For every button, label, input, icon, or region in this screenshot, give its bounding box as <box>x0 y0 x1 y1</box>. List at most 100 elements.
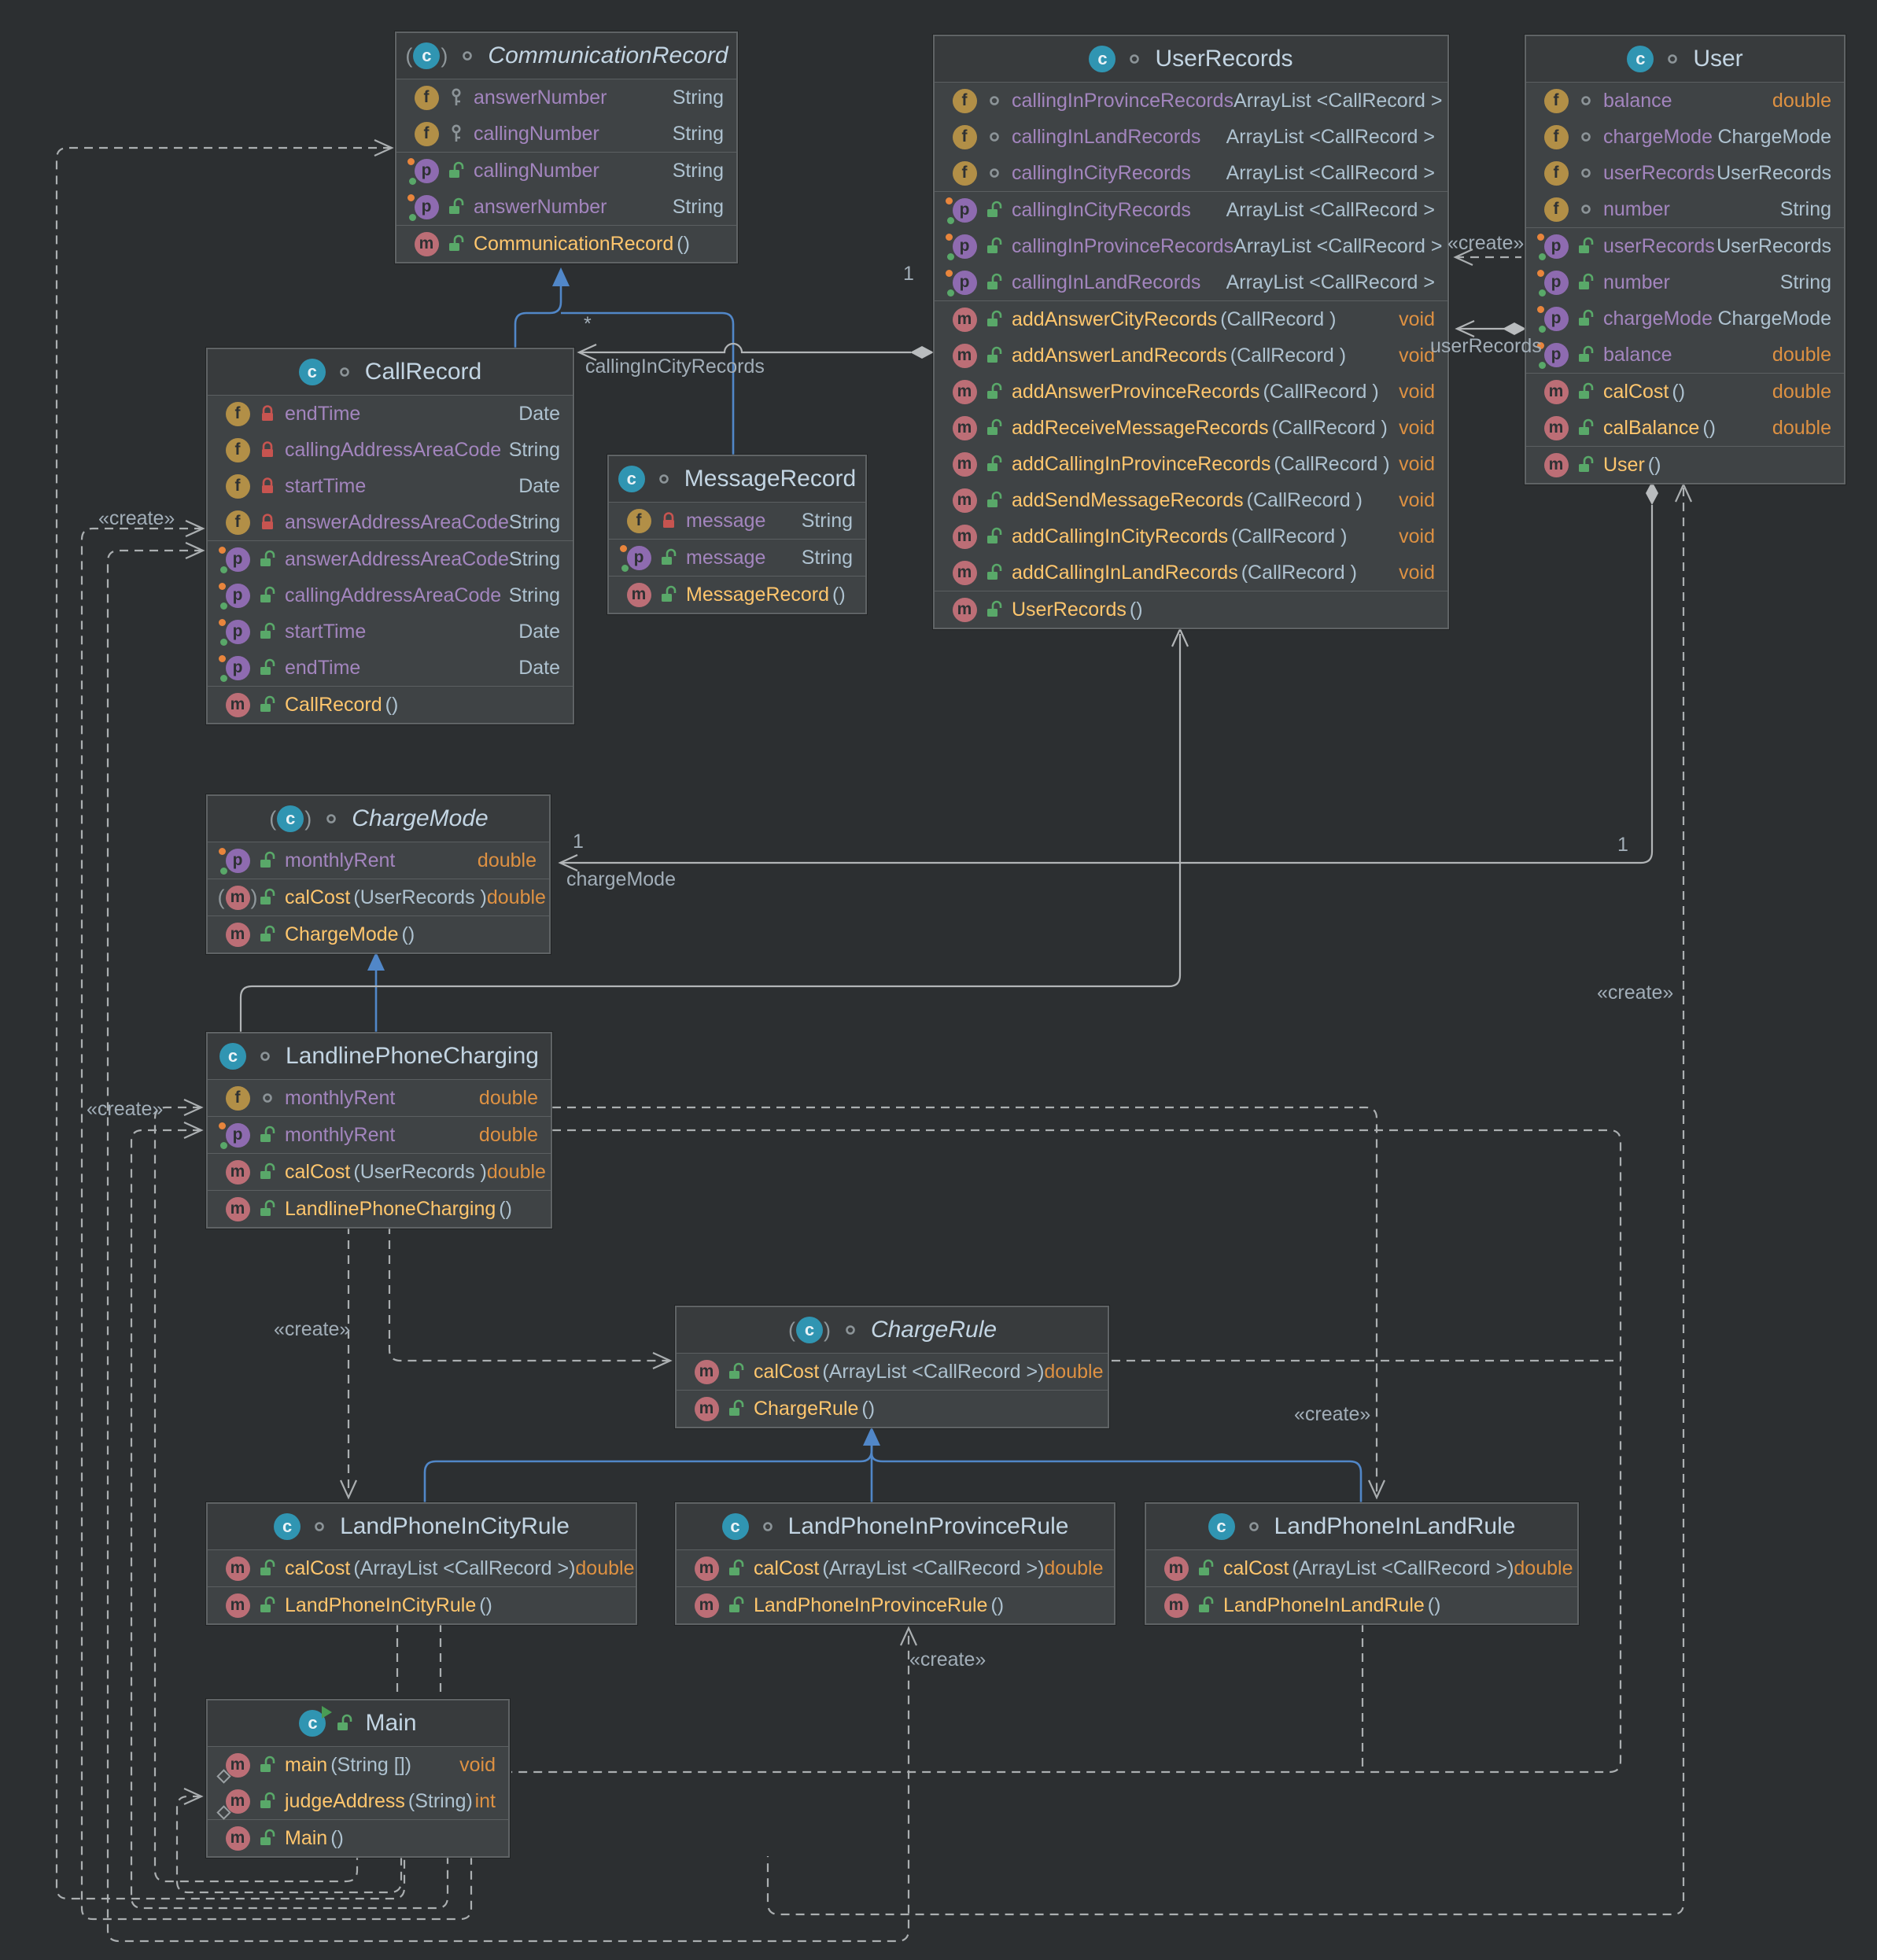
class-node-LandPhoneInCityRule[interactable]: c LandPhoneInCityRule m calCost (ArrayList <… <box>206 1502 637 1625</box>
class-icon: c <box>1627 46 1654 72</box>
member-row-main[interactable]: m main (String []) void <box>208 1747 508 1784</box>
member-row-monthlyRent[interactable]: f monthlyRent double <box>208 1080 551 1116</box>
member-row-callingInCityRecords[interactable]: p callingInCityRecords ArrayList <CallReco… <box>935 192 1447 228</box>
member-row-LandPhoneInProvinceRule[interactable]: m LandPhoneInProvinceRule() <box>677 1587 1114 1623</box>
class-node-MessageRecord[interactable]: c MessageRecord f message String p message Stri… <box>607 455 867 614</box>
member-row-chargeMode[interactable]: p chargeMode ChargeMode <box>1526 300 1844 337</box>
member-row-judgeAddress[interactable]: m judgeAddress (String) int <box>208 1783 508 1820</box>
member-type: Date <box>518 620 560 643</box>
edge-label-dep-create-provincerule: «create» <box>909 1649 986 1671</box>
member-row-endTime[interactable]: f endTime Date <box>208 396 573 432</box>
member-name: judgeAddress <box>285 1789 405 1812</box>
member-row-startTime[interactable]: f startTime Date <box>208 468 573 504</box>
class-node-ChargeRule[interactable]: (c) ChargeRule m calCost (ArrayList <CallRec… <box>675 1306 1109 1428</box>
member-row-callingAddressAreaCode[interactable]: p callingAddressAreaCode String <box>208 577 573 613</box>
member-row-callingInLandRecords[interactable]: f callingInLandRecords ArrayList <CallReco… <box>935 119 1447 155</box>
member-row-message[interactable]: p message String <box>609 540 865 576</box>
member-name: LandPhoneInLandRule <box>1223 1593 1425 1616</box>
class-node-ChargeMode[interactable]: (c) ChargeMode p monthlyRent double(m) calCos… <box>206 794 551 954</box>
member-row-CommunicationRecord[interactable]: m CommunicationRecord() <box>396 226 736 262</box>
member-row-monthlyRent[interactable]: p monthlyRent double <box>208 842 549 879</box>
member-row-number[interactable]: p number String <box>1526 264 1844 300</box>
member-row-UserRecords[interactable]: m UserRecords() <box>935 591 1447 628</box>
class-node-Main[interactable]: c Main m main (String []) void m judgeAddress (S… <box>206 1699 510 1858</box>
member-row-callingAddressAreaCode[interactable]: f callingAddressAreaCode String <box>208 432 573 468</box>
member-row-ChargeRule[interactable]: m ChargeRule() <box>677 1391 1108 1427</box>
class-title[interactable]: (c) ChargeRule <box>677 1307 1108 1354</box>
member-row-answerAddressAreaCode[interactable]: p answerAddressAreaCode String <box>208 541 573 577</box>
class-title[interactable]: c User <box>1526 36 1844 83</box>
class-title[interactable]: (c) ChargeMode <box>208 796 549 842</box>
edge-dep-create-landrule <box>552 1106 1386 1500</box>
member-row-monthlyRent[interactable]: p monthlyRent double <box>208 1117 551 1153</box>
lock-open-icon <box>985 599 1012 620</box>
member-row-addCallingInCityRecords[interactable]: m addCallingInCityRecords (CallRecord ) voi… <box>935 518 1447 554</box>
member-params: (ArrayList <CallRecord >) <box>822 1360 1045 1383</box>
member-row-balance[interactable]: p balance double <box>1526 337 1844 373</box>
class-title[interactable]: c LandPhoneInLandRule <box>1146 1504 1577 1550</box>
member-row-userRecords[interactable]: p userRecords UserRecords <box>1526 228 1844 264</box>
member-row-calCost[interactable]: m calCost() double <box>1526 374 1844 410</box>
member-row-calCost[interactable]: m calCost (ArrayList <CallRecord >) double <box>208 1550 636 1586</box>
member-row-addReceiveMessageRecords[interactable]: m addReceiveMessageRecords (CallRecord ) vo… <box>935 410 1447 446</box>
member-row-addAnswerCityRecords[interactable]: m addAnswerCityRecords (CallRecord ) void <box>935 301 1447 337</box>
member-name: calCost <box>754 1557 820 1579</box>
class-title[interactable]: c LandPhoneInCityRule <box>208 1504 636 1550</box>
member-name: MessageRecord <box>686 583 830 606</box>
member-name: calCost <box>1223 1557 1289 1579</box>
member-row-message[interactable]: f message String <box>609 503 865 539</box>
class-node-LandlinePhoneCharging[interactable]: c LandlinePhoneCharging f monthlyRent double… <box>206 1032 552 1229</box>
member-row-balance[interactable]: f balance double <box>1526 83 1844 119</box>
member-row-LandPhoneInCityRule[interactable]: m LandPhoneInCityRule() <box>208 1587 636 1623</box>
class-node-LandPhoneInLandRule[interactable]: c LandPhoneInLandRule m calCost (ArrayList <… <box>1145 1502 1579 1625</box>
class-node-User[interactable]: c User f balance double f chargeMode ChargeMode… <box>1525 35 1846 484</box>
class-node-CommunicationRecord[interactable]: (c) CommunicationRecord f answerNumber Strin… <box>395 31 738 263</box>
member-row-chargeMode[interactable]: f chargeMode ChargeMode <box>1526 119 1844 155</box>
member-row-ChargeMode[interactable]: m ChargeMode() <box>208 916 549 952</box>
class-name: Main <box>365 1710 417 1736</box>
member-row-calBalance[interactable]: m calBalance() double <box>1526 410 1844 446</box>
member-row-callingInCityRecords[interactable]: f callingInCityRecords ArrayList <CallReco… <box>935 155 1447 191</box>
member-row-calCost[interactable]: (m) calCost (UserRecords ) double <box>208 879 549 916</box>
member-row-LandPhoneInLandRule[interactable]: m LandPhoneInLandRule() <box>1146 1587 1577 1623</box>
member-row-startTime[interactable]: p startTime Date <box>208 613 573 650</box>
class-title[interactable]: c CallRecord <box>208 349 573 396</box>
member-row-callingInProvinceRecords[interactable]: f callingInProvinceRecords ArrayList <Call… <box>935 83 1447 119</box>
class-title[interactable]: c UserRecords <box>935 36 1447 83</box>
member-row-answerAddressAreaCode[interactable]: f answerAddressAreaCode String <box>208 504 573 540</box>
class-title[interactable]: c Main <box>208 1700 508 1747</box>
member-row-CallRecord[interactable]: m CallRecord() <box>208 687 573 723</box>
member-row-answerNumber[interactable]: f answerNumber String <box>396 79 736 116</box>
class-node-CallRecord[interactable]: c CallRecord f endTime Date f callingAddressAr… <box>206 348 574 724</box>
member-row-callingNumber[interactable]: f callingNumber String <box>396 116 736 152</box>
member-row-calCost[interactable]: m calCost (ArrayList <CallRecord >) double <box>677 1354 1108 1390</box>
member-row-callingNumber[interactable]: p callingNumber String <box>396 153 736 189</box>
member-row-User[interactable]: m User() <box>1526 447 1844 483</box>
member-row-callingInProvinceRecords[interactable]: p callingInProvinceRecords ArrayList <Call… <box>935 228 1447 264</box>
class-title[interactable]: c LandPhoneInProvinceRule <box>677 1504 1114 1550</box>
member-row-calCost[interactable]: m calCost (ArrayList <CallRecord >) double <box>1146 1550 1577 1586</box>
member-row-callingInLandRecords[interactable]: p callingInLandRecords ArrayList <CallReco… <box>935 264 1447 300</box>
member-row-addCallingInProvinceRecords[interactable]: m addCallingInProvinceRecords (CallRecord … <box>935 446 1447 482</box>
member-row-calCost[interactable]: m calCost (UserRecords ) double <box>208 1154 551 1190</box>
class-node-UserRecords[interactable]: c UserRecords f callingInProvinceRecords Arr… <box>933 35 1449 629</box>
member-row-userRecords[interactable]: f userRecords UserRecords <box>1526 155 1844 191</box>
class-title[interactable]: c LandlinePhoneCharging <box>208 1033 551 1080</box>
member-row-addSendMessageRecords[interactable]: m addSendMessageRecords (CallRecord ) void <box>935 482 1447 518</box>
class-node-LandPhoneInProvinceRule[interactable]: c LandPhoneInProvinceRule m calCost (ArrayLi… <box>675 1502 1116 1625</box>
member-row-answerNumber[interactable]: p answerNumber String <box>396 189 736 225</box>
member-row-MessageRecord[interactable]: m MessageRecord() <box>609 577 865 613</box>
class-title[interactable]: c MessageRecord <box>609 456 865 503</box>
member-row-addCallingInLandRecords[interactable]: m addCallingInLandRecords (CallRecord ) voi… <box>935 554 1447 591</box>
member-row-addAnswerProvinceRecords[interactable]: m addAnswerProvinceRecords (CallRecord ) vo… <box>935 374 1447 410</box>
member-row-calCost[interactable]: m calCost (ArrayList <CallRecord >) double <box>677 1550 1114 1586</box>
member-row-addAnswerLandRecords[interactable]: m addAnswerLandRecords (CallRecord ) void <box>935 337 1447 374</box>
member-row-LandlinePhoneCharging[interactable]: m LandlinePhoneCharging() <box>208 1191 551 1227</box>
member-row-Main[interactable]: m Main() <box>208 1820 508 1856</box>
class-title[interactable]: (c) CommunicationRecord <box>396 33 736 79</box>
property-icon: p <box>218 654 250 682</box>
member-row-endTime[interactable]: p endTime Date <box>208 650 573 686</box>
method-icon: m <box>1163 1593 1189 1618</box>
member-row-number[interactable]: f number String <box>1526 191 1844 227</box>
